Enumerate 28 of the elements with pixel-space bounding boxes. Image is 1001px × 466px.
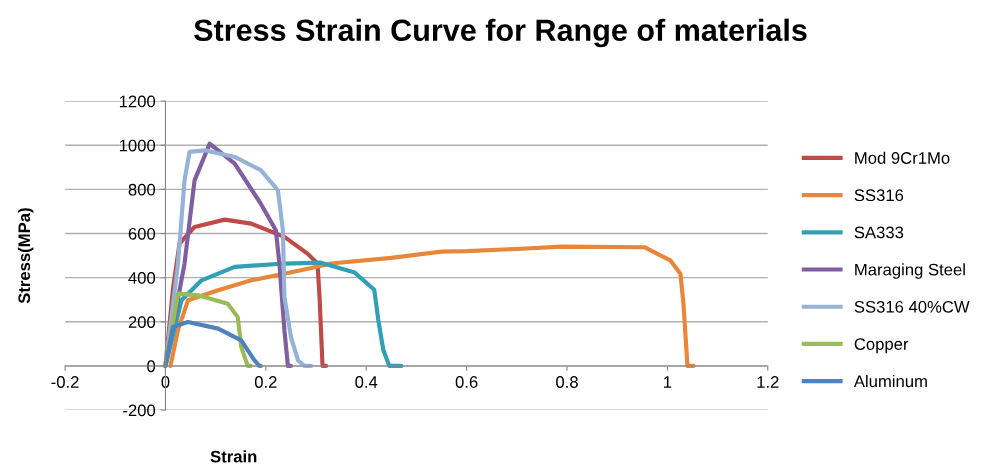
legend-label: SA333 [854, 226, 904, 239]
x-tick-label: 1 [664, 376, 672, 388]
line-series [163, 319, 263, 369]
legend-label: SS316 40%CW [854, 300, 970, 313]
y-tick-label: 600 [128, 227, 156, 240]
y-axis-title: Stress(MPa) [17, 208, 34, 304]
legend-label: Copper [854, 338, 909, 354]
y-tick-label: 800 [128, 183, 156, 196]
y-tick-label: 0 [147, 360, 156, 373]
y-tick-label: 200 [128, 316, 156, 329]
legend-label: SS316 [854, 189, 904, 202]
x-tick-label: 0.2 [254, 376, 277, 388]
x-tick-label: -0.2 [51, 376, 79, 388]
x-tick-label: 0.4 [355, 376, 378, 388]
x-axis-title: Strain [210, 450, 257, 463]
line-series [163, 148, 314, 369]
y-tick-label: 400 [128, 272, 156, 284]
y-tick-label: 1000 [119, 139, 156, 152]
legend-label: Mod 9Cr1Mo [855, 151, 950, 164]
chart-title: Stress Strain Curve for Range of materials [194, 18, 807, 48]
legend-label: Maraging Steel [855, 263, 965, 279]
line-series [168, 244, 696, 369]
y-tick-label: 1200 [119, 95, 156, 108]
x-tick-label: 1.2 [757, 376, 779, 388]
legend-label: Aluminum [853, 374, 927, 388]
y-tick-label: -200 [123, 404, 156, 417]
x-tick-label: 0.8 [556, 376, 578, 388]
x-tick-label: 0.6 [455, 376, 478, 388]
